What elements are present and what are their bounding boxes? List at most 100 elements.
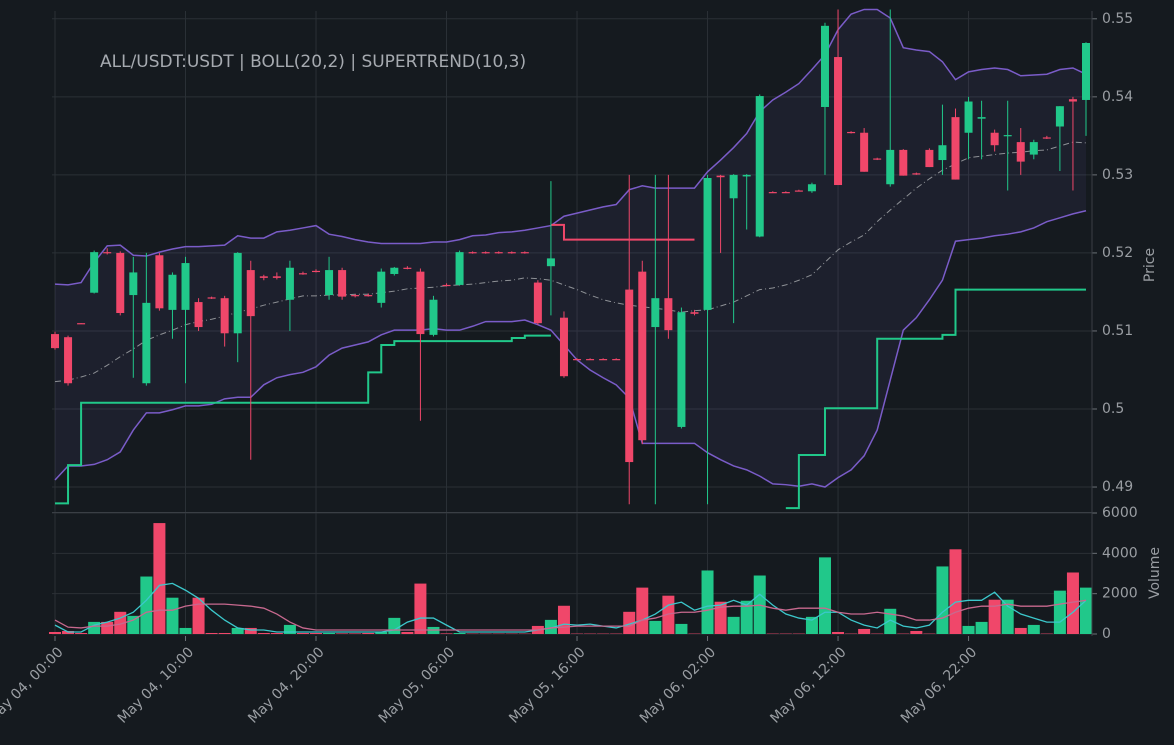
- candle-body: [964, 101, 973, 133]
- candle-body: [820, 25, 829, 107]
- candle-body: [377, 271, 386, 303]
- candle-body: [1016, 142, 1025, 162]
- volume-bar: [740, 600, 753, 634]
- candle-body: [77, 323, 86, 325]
- y-tick-label: 0.52: [1102, 245, 1133, 261]
- volume-bar: [962, 625, 975, 634]
- candle-body: [990, 132, 999, 146]
- candle-body: [207, 297, 216, 299]
- volume-bar: [127, 615, 140, 634]
- volume-bar: [910, 630, 923, 634]
- candle-body: [768, 192, 777, 194]
- volume-bar: [949, 549, 962, 634]
- candle-body: [651, 298, 660, 328]
- volume-bar: [205, 632, 218, 634]
- candle-body: [755, 96, 764, 237]
- volume-bar: [192, 597, 205, 634]
- volume-bar: [257, 632, 270, 634]
- volume-bar: [649, 620, 662, 634]
- candle-body: [599, 359, 608, 361]
- bollinger-upper: [54, 8, 1087, 286]
- volume-bar: [231, 627, 244, 634]
- candle-body: [1029, 142, 1038, 155]
- volume-bar: [544, 619, 557, 634]
- y-tick-label: 6000: [1102, 505, 1138, 521]
- candle-body: [351, 295, 360, 297]
- volume-bar: [1027, 624, 1040, 634]
- candle-body: [794, 190, 803, 192]
- volume-bar: [818, 557, 831, 634]
- volume-bar: [401, 631, 414, 634]
- candle-body: [103, 252, 112, 254]
- candle-body: [298, 273, 307, 275]
- candle-body: [1003, 135, 1012, 137]
- candle-body: [416, 271, 425, 335]
- volume-bar: [662, 595, 675, 634]
- y-axis-label: Price: [1142, 248, 1158, 282]
- candle-body: [533, 282, 542, 324]
- candle-body: [129, 272, 138, 296]
- candle-body: [390, 267, 399, 274]
- candle-body: [312, 270, 321, 273]
- candle-body: [625, 289, 634, 463]
- volume-bar: [349, 633, 362, 634]
- candle-body: [364, 295, 373, 297]
- candle-body: [886, 149, 895, 185]
- candle-body: [703, 178, 712, 310]
- candle-body: [573, 359, 582, 361]
- volume-bar: [336, 633, 349, 634]
- candle-body: [612, 359, 621, 361]
- candle-body: [638, 271, 647, 441]
- volume-bar: [75, 632, 88, 634]
- candle-body: [520, 252, 529, 254]
- candle-body: [1042, 137, 1051, 139]
- candle-body: [847, 131, 856, 134]
- volume-bar: [270, 632, 283, 634]
- volume-bar: [1053, 590, 1066, 634]
- candle-body: [246, 270, 255, 317]
- candle-body: [951, 117, 960, 180]
- y-tick-label: 0.5: [1102, 401, 1124, 417]
- candle-body: [899, 149, 908, 176]
- candle-body: [116, 252, 125, 314]
- candle-body: [559, 317, 568, 377]
- volume-bar: [988, 599, 1001, 634]
- candle-body: [664, 298, 673, 331]
- candle-body: [586, 359, 595, 361]
- candle-body: [403, 267, 412, 269]
- volume-bar: [388, 617, 401, 634]
- volume-bar: [101, 621, 114, 634]
- volume-bar: [218, 632, 231, 634]
- volume-ma: [54, 599, 1087, 631]
- candle-body: [873, 158, 882, 160]
- candle-body: [338, 270, 347, 297]
- candle-body: [507, 252, 516, 254]
- volume-bar: [179, 627, 192, 634]
- candle-body: [1055, 106, 1064, 127]
- volume-bar: [296, 632, 309, 634]
- candle-body: [90, 252, 99, 293]
- candle-body: [442, 284, 451, 287]
- candle-body: [455, 252, 464, 285]
- candle-body: [220, 298, 229, 334]
- volume-bar: [805, 616, 818, 634]
- candle-body: [155, 255, 164, 309]
- volume-bar: [832, 631, 845, 634]
- candle-body: [168, 274, 177, 310]
- volume-bar: [49, 631, 61, 634]
- volume-bar: [414, 583, 427, 634]
- y-tick-label: 0.51: [1102, 323, 1133, 339]
- volume-bar: [1066, 572, 1079, 634]
- volume-bar: [244, 627, 257, 634]
- candle-body: [64, 337, 73, 384]
- volume-bar: [557, 605, 570, 634]
- candle-body: [925, 149, 934, 168]
- candle-body: [325, 270, 334, 296]
- y-tick-label: 0: [1102, 626, 1111, 642]
- candle-body: [690, 312, 699, 314]
- candle-body: [194, 302, 203, 328]
- volume-bar: [858, 628, 871, 634]
- y-tick-label: 4000: [1102, 545, 1138, 561]
- volume-bar: [675, 623, 688, 634]
